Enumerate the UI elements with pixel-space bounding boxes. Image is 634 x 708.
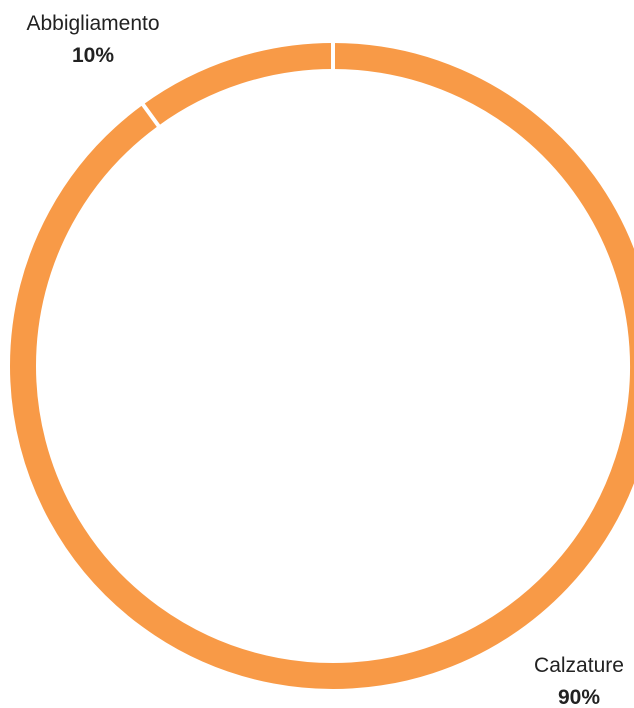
slice-value-label-abbigliamento: 10% <box>72 44 114 67</box>
slice-name-label-calzature: Calzature <box>534 654 624 677</box>
slice-value-label-calzature: 90% <box>558 686 600 708</box>
donut-slice-abbigliamento <box>143 43 334 126</box>
slice-separator-1 <box>133 92 168 138</box>
donut-slices <box>10 30 634 689</box>
slice-name-label-abbigliamento: Abbigliamento <box>26 12 159 35</box>
donut-slice-calzature <box>10 43 634 689</box>
